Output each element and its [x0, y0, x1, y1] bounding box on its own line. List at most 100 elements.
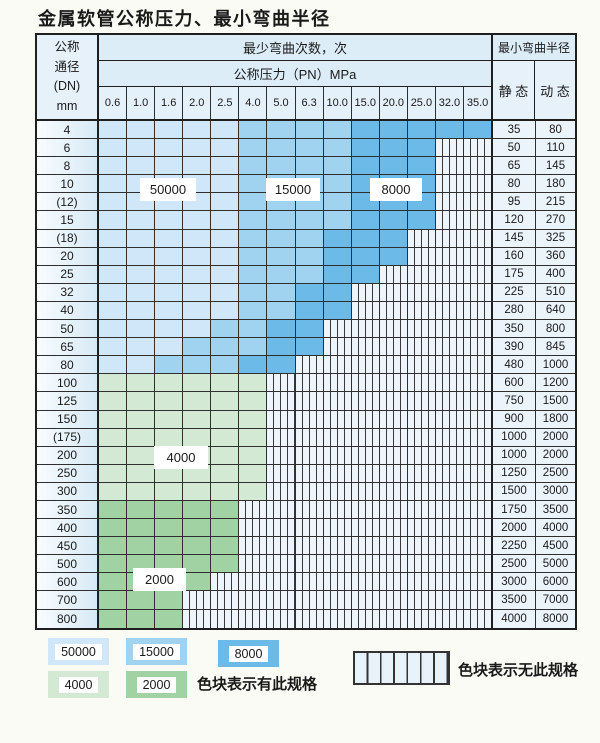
cycle-cell — [99, 301, 128, 320]
cycle-cell — [155, 157, 184, 175]
legend-swatch-15000: 15000 — [126, 638, 187, 665]
dynamic-radius-cell: 845 — [535, 338, 575, 356]
dynamic-radius-cell: 2000 — [535, 446, 575, 464]
dynamic-radius-cell: 1200 — [535, 374, 575, 392]
cycle-cell — [99, 320, 128, 338]
dn-cell: 125 — [37, 392, 99, 410]
dynamic-radius-cell: 800 — [535, 320, 575, 338]
cycle-cells — [99, 464, 493, 482]
no-spec-cell — [407, 265, 436, 283]
no-spec-cell — [464, 265, 492, 283]
pressure-value-cell: 10.0 — [324, 87, 352, 119]
cycle-cell — [127, 591, 156, 609]
cycle-cell — [351, 157, 380, 175]
cycle-cells — [99, 356, 493, 374]
no-spec-cell — [407, 410, 436, 428]
cycle-cell — [183, 139, 212, 157]
cycle-cell — [211, 175, 240, 193]
legend-swatch-50000: 50000 — [48, 638, 109, 665]
cycle-cells — [99, 247, 493, 265]
static-radius-cell: 3500 — [493, 591, 535, 609]
static-radius-cell: 390 — [493, 338, 535, 356]
table-row: 300 1500 3000 — [37, 482, 575, 501]
dynamic-radius-cell: 5000 — [535, 555, 575, 573]
cycle-cells — [99, 374, 493, 392]
static-radius-cell: 1000 — [493, 428, 535, 446]
no-spec-cell — [435, 247, 465, 265]
dynamic-radius-cell: 180 — [535, 175, 575, 193]
no-spec-cell — [351, 482, 380, 500]
cycle-cell — [211, 428, 240, 446]
cycle-cell — [267, 157, 296, 175]
cycle-cell — [155, 609, 184, 628]
no-spec-cell — [464, 193, 492, 211]
cycle-cell — [267, 121, 296, 139]
cycle-cell — [211, 121, 240, 139]
no-spec-cell — [267, 374, 296, 392]
pressure-value-cell: 32.0 — [436, 87, 465, 119]
dn-cell: 200 — [37, 446, 99, 464]
table-row: 32 225 510 — [37, 283, 575, 302]
cycle-cell — [239, 283, 268, 301]
dynamic-radius-cell: 2000 — [535, 428, 575, 446]
cycle-cells — [99, 229, 493, 247]
dynamic-radius-cell: 510 — [535, 283, 575, 301]
table-row: 65 390 845 — [37, 338, 575, 357]
no-spec-cell — [295, 482, 324, 500]
no-spec-cell — [464, 500, 492, 519]
no-spec-cell — [464, 573, 492, 591]
dn-cell: 300 — [37, 482, 99, 500]
cycle-cell — [127, 157, 156, 175]
no-spec-cell — [295, 410, 324, 428]
cycle-cell — [211, 301, 240, 320]
no-spec-cell — [379, 410, 408, 428]
dn-cell: 25 — [37, 265, 99, 283]
cycle-cell — [239, 175, 268, 193]
no-spec-cell — [379, 392, 408, 410]
no-spec-legend-text: 色块表示无此规格 — [458, 662, 579, 679]
no-spec-cell — [407, 591, 436, 609]
cycle-cell — [127, 247, 156, 265]
cycle-cells — [99, 591, 493, 609]
no-spec-cell — [267, 573, 296, 591]
dynamic-radius-cell: 110 — [535, 139, 575, 157]
dn-cell: 65 — [37, 338, 99, 356]
cycle-cell — [295, 301, 324, 320]
cycle-cells — [99, 392, 493, 410]
cycle-cell — [211, 247, 240, 265]
cycle-cell — [211, 283, 240, 301]
no-spec-cell — [267, 591, 296, 609]
no-spec-cell — [435, 175, 465, 193]
no-spec-cell — [464, 591, 492, 609]
dn-cell: 4 — [37, 121, 99, 139]
no-spec-cell — [239, 573, 268, 591]
dn-cell: 350 — [37, 500, 99, 519]
no-spec-cell — [435, 428, 465, 446]
cycle-cell — [407, 211, 436, 229]
pressure-value-cell: 4.0 — [239, 87, 268, 119]
no-spec-cell — [379, 428, 408, 446]
cycle-cell — [183, 301, 212, 320]
dn-header-line: (DN) — [53, 79, 81, 93]
cycle-cell — [295, 157, 324, 175]
no-spec-cell — [295, 428, 324, 446]
dynamic-radius-cell: 360 — [535, 247, 575, 265]
cycle-cell — [239, 139, 268, 157]
dynamic-radius-cell: 1800 — [535, 410, 575, 428]
no-spec-cell — [407, 519, 436, 537]
no-spec-cell — [295, 500, 324, 519]
cycle-cell — [127, 410, 156, 428]
cycle-cell — [239, 338, 268, 356]
cycle-cell — [155, 211, 184, 229]
cycle-cell — [99, 464, 128, 482]
no-spec-cell — [435, 338, 465, 356]
no-spec-cell — [351, 519, 380, 537]
no-spec-cell — [323, 338, 352, 356]
region-label-8000: 8000 — [370, 178, 422, 201]
cycle-cell — [183, 464, 212, 482]
no-spec-cell — [323, 374, 352, 392]
no-spec-cell — [323, 428, 352, 446]
pressure-value-cell: 1.6 — [155, 87, 184, 119]
cycle-cell — [379, 211, 408, 229]
dynamic-radius-cell: 640 — [535, 301, 575, 320]
